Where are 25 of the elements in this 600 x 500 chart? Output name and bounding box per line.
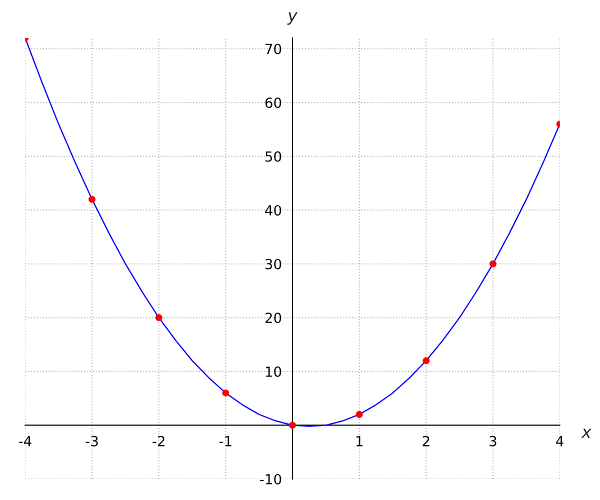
y-tick-label: 10 [266, 366, 282, 377]
point [422, 357, 430, 364]
y-tick-label: 50 [265, 151, 282, 162]
point [155, 314, 162, 322]
x-tick-label: -3 [86, 436, 98, 446]
x-tick-label: 3 [490, 436, 496, 446]
x-tick-label: 2 [422, 436, 430, 446]
x-tick-label: -4 [18, 436, 32, 446]
y-axis-title: y [287, 12, 298, 25]
y-tick-label: 60 [265, 98, 282, 108]
point [222, 389, 230, 396]
x-tick-label: -1 [219, 436, 232, 446]
x-tick-label: 4 [556, 436, 564, 446]
x-tick-label: 1 [356, 436, 362, 446]
y-tick-label: 70 [266, 44, 282, 54]
x-axis-title: x [581, 428, 592, 438]
y-tick-label: 20 [265, 312, 282, 324]
point [356, 410, 363, 418]
point [88, 196, 96, 203]
point [289, 422, 296, 429]
x-tick-label: -2 [152, 436, 164, 446]
y-tick-label: 30 [265, 258, 282, 270]
y-tick-label: -10 [260, 474, 282, 484]
y-tick-label: 40 [265, 205, 282, 216]
point [490, 260, 496, 268]
